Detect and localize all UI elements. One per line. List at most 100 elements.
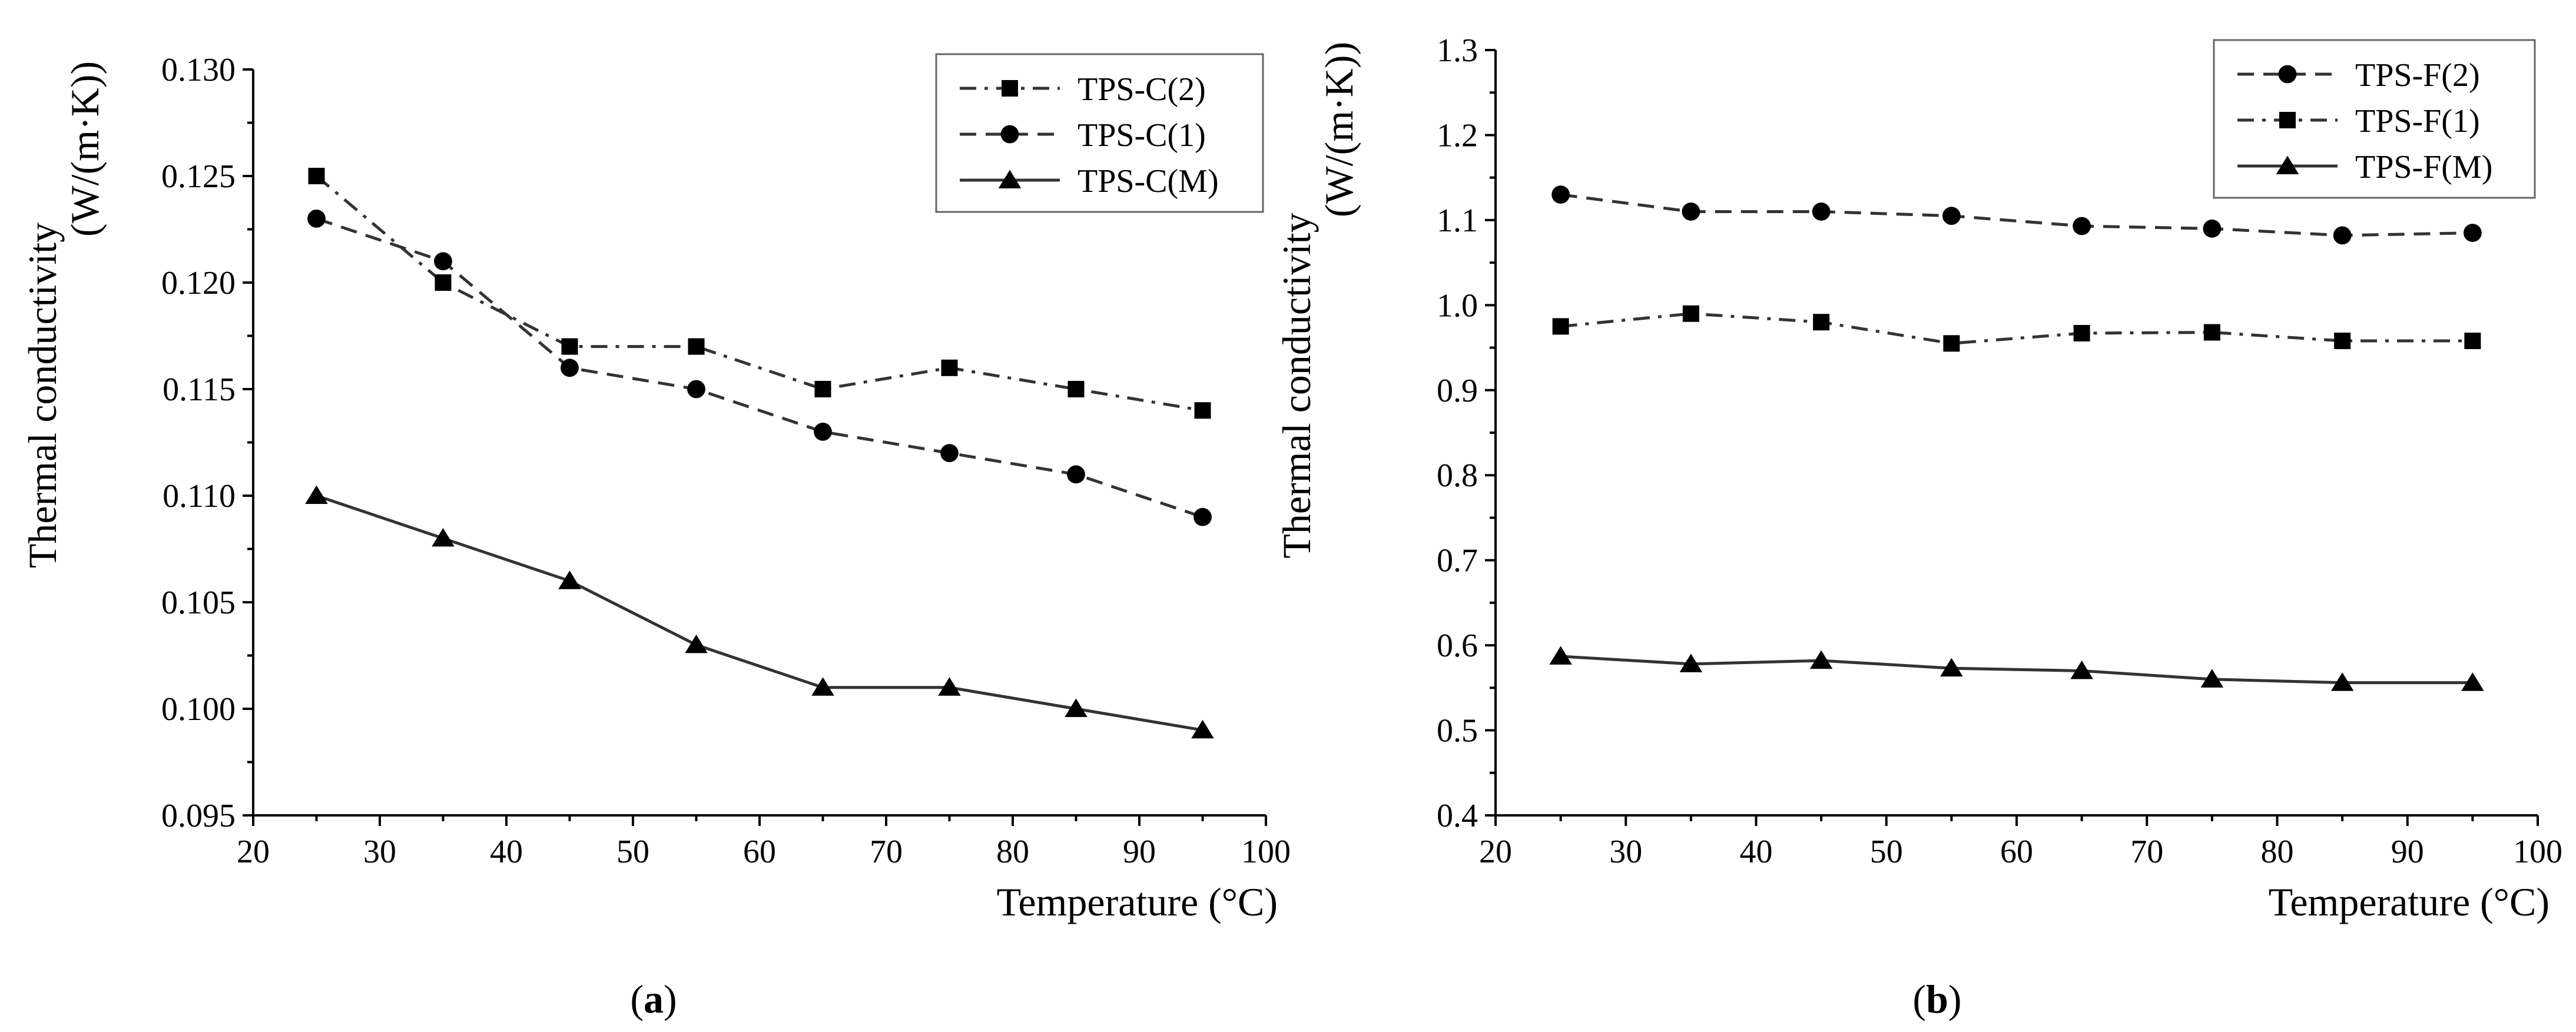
data-point [2463, 224, 2482, 242]
data-point [1067, 381, 1085, 397]
y-axis-title-line2: (W/(m·K)) [62, 61, 107, 237]
series-TPS-C(1) [307, 210, 1212, 526]
y-tick-label: 0.105 [161, 585, 236, 621]
y-tick-label: 0.120 [161, 265, 236, 301]
data-point [814, 381, 831, 397]
data-point [1940, 658, 1963, 677]
caption-letter: b [1926, 977, 1948, 1021]
legend-label: TPS-C(M) [1078, 163, 1219, 200]
data-point [688, 338, 705, 355]
legend-swatch-marker [2278, 65, 2297, 84]
x-tick-label: 70 [2130, 834, 2163, 870]
data-point [814, 423, 832, 441]
series-TPS-F(M) [1549, 646, 2484, 691]
series-line [1560, 312, 2473, 345]
data-point [1549, 646, 1572, 665]
x-tick-label: 30 [363, 834, 396, 870]
data-point [1679, 653, 1703, 672]
data-point [432, 527, 455, 547]
legend-label: TPS-F(2) [2355, 57, 2480, 94]
data-point [1193, 507, 1212, 526]
x-tick-label: 80 [996, 834, 1029, 870]
y-tick-label: 0.6 [1437, 628, 1478, 664]
legend-swatch-marker [998, 170, 1022, 188]
data-point [685, 634, 708, 653]
y-tick-label: 0.5 [1437, 713, 1478, 749]
data-point [1813, 314, 1830, 331]
series-line [316, 217, 1204, 519]
data-point [940, 444, 959, 462]
data-point [2203, 219, 2222, 238]
series-TPS-F(1) [1552, 305, 2481, 352]
legend-swatch-marker [2279, 112, 2296, 128]
data-point [938, 677, 961, 696]
y-axis-title-line2: (W/(m·K)) [1317, 42, 1361, 217]
legend-label: TPS-F(M) [2355, 149, 2492, 185]
x-tick-label: 60 [743, 834, 776, 870]
legend-label: TPS-C(2) [1078, 71, 1206, 108]
data-point [435, 274, 452, 291]
y-tick-label: 0.8 [1437, 457, 1478, 494]
data-point [2461, 672, 2484, 691]
legend-box [2213, 39, 2536, 199]
y-axis-title-line1: Thermal conductivity [1274, 213, 1319, 558]
subfigure-caption: (a) [630, 977, 677, 1021]
data-point [2073, 325, 2090, 341]
x-tick-label: 60 [2000, 834, 2033, 870]
y-tick-label: 1.3 [1437, 32, 1478, 69]
data-point [2200, 669, 2224, 688]
y-tick-label: 0.110 [163, 478, 236, 515]
data-point [308, 168, 325, 184]
data-point [1942, 207, 1961, 225]
data-point [307, 210, 326, 228]
data-point [1552, 318, 1569, 335]
data-point [1067, 465, 1085, 484]
x-tick-label: 70 [870, 834, 903, 870]
data-point [561, 359, 579, 377]
y-tick-label: 0.095 [161, 798, 236, 834]
data-point [558, 570, 581, 589]
y-tick-label: 0.100 [161, 691, 236, 728]
data-point [434, 252, 452, 271]
y-axis-title-line1: Thermal conductivity [20, 223, 65, 568]
legend-label: TPS-F(1) [2355, 103, 2480, 140]
data-point [1191, 719, 1214, 739]
caption-letter: a [644, 977, 664, 1021]
data-point [2070, 660, 2093, 679]
y-tick-label: 1.0 [1437, 287, 1478, 324]
data-point [941, 359, 958, 376]
series-TPS-C(2) [308, 168, 1211, 419]
x-tick-label: 90 [2391, 834, 2424, 870]
chart-a: 20 30 40 50 60 70 80 90 100 0.095 0.100 0.105 0.110 0… [20, 52, 1291, 1021]
x-tick-label: 100 [1241, 834, 1291, 870]
y-tick-label: 0.7 [1437, 543, 1478, 579]
x-tick-label: 30 [1609, 834, 1642, 870]
y-tick-label: 1.2 [1437, 117, 1478, 154]
data-point [2203, 324, 2220, 341]
x-tick-label: 40 [490, 834, 523, 870]
data-point [2464, 333, 2481, 349]
series-line [1560, 655, 2473, 685]
chart-b: 20 30 40 50 60 70 80 90 100 0.4 0.5 0.6 0.7 0.8 0.9 1.0… [1274, 32, 2562, 1021]
data-point [1551, 185, 1570, 204]
data-point [1682, 305, 1699, 322]
data-point [561, 338, 578, 355]
subfigure-caption: (b) [1912, 977, 1961, 1021]
data-point [687, 380, 705, 399]
data-point [2333, 226, 2352, 245]
data-point [2334, 333, 2351, 349]
data-point [1943, 335, 1960, 352]
x-axis-title: Temperature (°C) [997, 880, 1278, 924]
x-tick-label: 90 [1123, 834, 1156, 870]
data-point [305, 485, 328, 504]
series-line [1560, 193, 2473, 237]
x-tick-label: 40 [1740, 834, 1773, 870]
y-tick-label: 0.125 [161, 158, 236, 195]
y-tick-label: 0.130 [161, 52, 236, 88]
y-tick-label: 0.4 [1437, 798, 1478, 834]
data-point [2330, 672, 2354, 691]
legend-swatch-marker [1000, 125, 1019, 144]
series-TPS-C(M) [305, 485, 1214, 739]
legend: TPS-C(2) TPS-C(1) TPS-C(M) [935, 53, 1264, 213]
